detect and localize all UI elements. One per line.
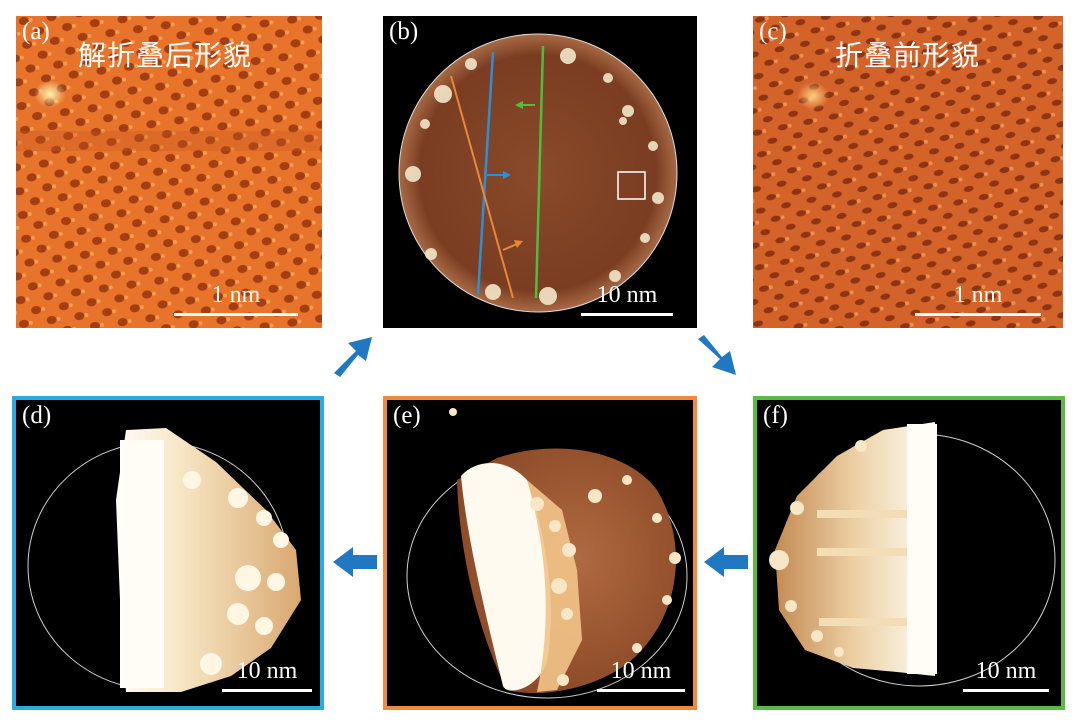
panel-d-stm-image: (d) 10 nm — [12, 396, 324, 710]
panel-a-scalebar — [174, 313, 298, 316]
panel-a-label: (a) — [22, 18, 50, 45]
panel-a-title: 解折叠后形貌 — [78, 39, 253, 72]
panel-f-label: (f) — [763, 402, 788, 429]
lattice-image-a — [16, 16, 322, 328]
arrow-down-right-icon — [698, 335, 736, 375]
panel-f-scale-text: 10 nm — [975, 658, 1037, 684]
folded-island-image-f — [769, 422, 1056, 687]
panel-f-stm-image: (f) 10 nm — [753, 396, 1065, 710]
arrow-left-icon-f-to-e — [704, 547, 748, 577]
blue-fold-line — [476, 51, 495, 295]
arrow-up-right-icon — [334, 337, 372, 377]
panel-b-scale-text: 10 nm — [596, 282, 658, 308]
panel-c-title: 折叠前形貌 — [835, 39, 981, 72]
island-image-b — [398, 33, 678, 313]
folded-island-image-e — [406, 408, 688, 699]
panel-d-label: (d) — [22, 402, 52, 429]
arrow-left-icon-e-to-d — [333, 547, 377, 577]
folded-island-image-d — [27, 428, 301, 692]
panel-a-scale-text: 1 nm — [211, 282, 261, 308]
edge-adatoms — [405, 48, 664, 305]
panel-a-stm-image: (a) 解折叠后形貌 1 nm — [16, 16, 322, 328]
panel-e-stm-image: (e) 10 nm — [383, 396, 697, 710]
panel-e-label: (e) — [393, 402, 421, 429]
panel-e-scale-text: 10 nm — [610, 658, 672, 684]
zoom-region-box — [617, 171, 646, 200]
panel-e-scalebar — [597, 689, 685, 692]
panel-c-stm-image: (c) 折叠前形貌 1 nm — [753, 16, 1063, 328]
lattice-image-c — [753, 16, 1063, 328]
orange-fold-line — [450, 75, 514, 299]
panel-f-scalebar — [963, 689, 1049, 692]
panel-b-scalebar — [581, 313, 673, 316]
panel-b-stm-image: (b) 10 nm — [383, 16, 697, 328]
panel-d-scale-text: 10 nm — [236, 658, 298, 684]
panel-c-label: (c) — [759, 18, 787, 45]
panel-c-scalebar — [915, 313, 1041, 316]
panel-d-scalebar — [222, 689, 312, 692]
panel-b-label: (b) — [389, 18, 419, 45]
orange-arrow — [502, 243, 518, 251]
green-fold-line — [534, 45, 545, 299]
panel-c-scale-text: 1 nm — [953, 282, 1003, 308]
